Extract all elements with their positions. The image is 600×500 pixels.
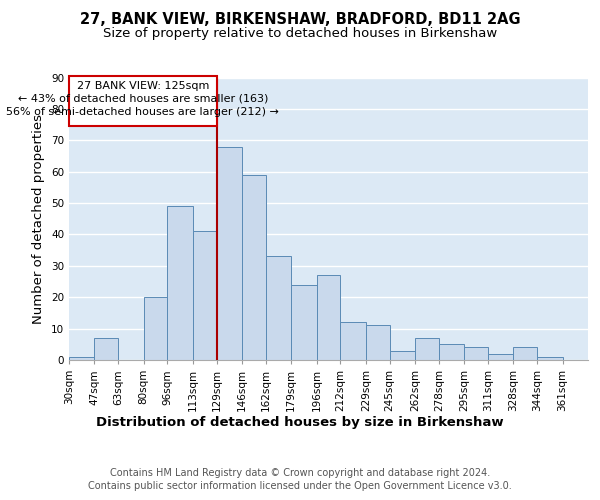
Bar (464, 348, 488, 360)
Bar (537, 357, 563, 360)
Text: Distribution of detached houses by size in Birkenshaw: Distribution of detached houses by size … (96, 416, 504, 429)
Text: 27, BANK VIEW, BIRKENSHAW, BRADFORD, BD11 2AG: 27, BANK VIEW, BIRKENSHAW, BRADFORD, BD1… (80, 12, 520, 28)
Bar (439, 344, 464, 360)
Bar (488, 354, 514, 360)
Bar (514, 348, 537, 360)
Text: Contains public sector information licensed under the Open Government Licence v3: Contains public sector information licen… (88, 481, 512, 491)
Text: Size of property relative to detached houses in Birkenshaw: Size of property relative to detached ho… (103, 28, 497, 40)
Bar (366, 326, 389, 360)
Bar (340, 322, 366, 360)
Y-axis label: Number of detached properties: Number of detached properties (32, 114, 46, 324)
Bar (69, 357, 94, 360)
Bar (242, 175, 266, 360)
FancyBboxPatch shape (69, 76, 217, 126)
Bar (415, 338, 439, 360)
Text: ← 43% of detached houses are smaller (163): ← 43% of detached houses are smaller (16… (17, 94, 268, 104)
Bar (291, 284, 317, 360)
Bar (94, 338, 118, 360)
Text: 27 BANK VIEW: 125sqm: 27 BANK VIEW: 125sqm (77, 82, 209, 92)
Text: 56% of semi-detached houses are larger (212) →: 56% of semi-detached houses are larger (… (7, 107, 279, 117)
Bar (217, 146, 242, 360)
Bar (266, 256, 291, 360)
Text: Contains HM Land Registry data © Crown copyright and database right 2024.: Contains HM Land Registry data © Crown c… (110, 468, 490, 477)
Bar (193, 232, 217, 360)
Bar (317, 275, 340, 360)
Bar (143, 297, 167, 360)
Bar (389, 350, 415, 360)
Bar (167, 206, 193, 360)
